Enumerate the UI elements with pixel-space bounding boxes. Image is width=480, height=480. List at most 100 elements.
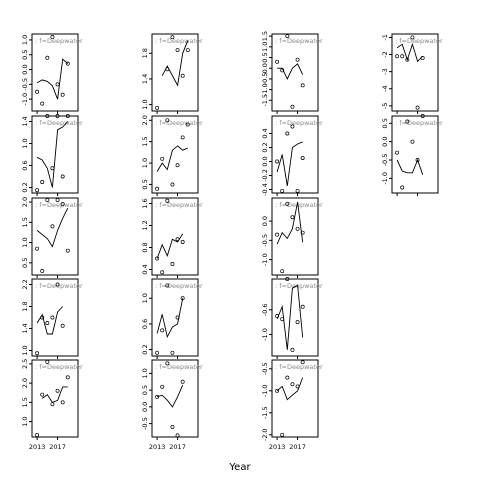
panel-strip-label: : f=Deepwater (155, 201, 203, 209)
y-tick-label: -0.6 (261, 303, 269, 316)
panel-strip-label: : f=Deepwater (155, 37, 203, 45)
data-point (180, 73, 185, 78)
data-point (280, 68, 285, 73)
y-tick-label: 0.5 (141, 385, 149, 395)
data-point (35, 89, 40, 94)
data-point (55, 198, 60, 202)
y-tick-label: -0.5 (141, 417, 149, 430)
panel-4-0: : f=Deepwater 2.5 2.0 1.5 1.0 2013 2017 (21, 359, 83, 451)
y-tick-label: 1.0 (141, 99, 149, 109)
data-point (65, 375, 70, 380)
y-tick-label: 1.0 (141, 293, 149, 303)
data-point (60, 174, 65, 179)
data-point (420, 114, 425, 118)
data-point (400, 185, 405, 190)
data-point (275, 314, 280, 318)
x-tick-label: 2013 (149, 443, 166, 451)
data-point (300, 230, 305, 235)
y-tick-label: -1.0 (21, 93, 29, 106)
data-point (165, 361, 170, 366)
data-point (170, 262, 175, 266)
y-tick-label: 0.4 (141, 264, 149, 274)
data-point (50, 224, 55, 229)
data-point (45, 198, 50, 202)
y-tick-label: 0.5 (261, 52, 269, 62)
data-point (170, 425, 175, 429)
data-point (410, 139, 415, 144)
y-tick-label: 2.0 (141, 115, 149, 125)
panel-strip-label: : f=Deepwater (35, 37, 83, 45)
data-point (185, 122, 190, 127)
panel-frame (151, 359, 199, 438)
panel-frame (151, 278, 199, 357)
data-point (400, 54, 405, 59)
panel-3-0: : f=Deepwater 2.2 1.8 1.4 1.0 (21, 278, 83, 359)
data-point (165, 198, 170, 203)
panel-frame (31, 359, 79, 438)
y-tick-label: -3 (381, 68, 389, 74)
y-tick-label: 0.5 (381, 118, 389, 128)
y-tick-label: -5 (381, 103, 389, 109)
data-point (180, 296, 185, 301)
data-point (410, 35, 415, 40)
data-point (180, 240, 185, 244)
data-point (300, 304, 305, 309)
data-point (35, 246, 40, 251)
y-tick-label: 2.2 (21, 279, 29, 289)
y-tick-label: 1.6 (141, 198, 149, 208)
y-tick-label: -0.5 (261, 73, 269, 86)
y-tick-label: 0.2 (261, 142, 269, 152)
panel-0-0: : f=Deepwater 1.0 0.5 0.0 -0.5 -1.0 (21, 33, 83, 114)
x-tick-label: 2017 (289, 443, 306, 451)
data-point (55, 282, 60, 287)
data-point (45, 359, 50, 364)
data-point (65, 248, 70, 253)
data-point (180, 135, 185, 140)
x-tick-label: 2013 (29, 443, 46, 451)
x-tick-label: 2017 (49, 443, 66, 451)
data-point (40, 392, 45, 397)
data-point (165, 67, 170, 72)
y-tick-label: 0.8 (141, 242, 149, 252)
data-point (405, 57, 410, 62)
data-point (295, 226, 300, 231)
y-tick-label: 0.2 (141, 344, 149, 354)
y-tick-label: -0.4 (261, 183, 269, 196)
data-point (295, 188, 300, 193)
y-tick-label: -0.2 (261, 169, 269, 182)
data-point (275, 59, 280, 64)
data-point (275, 388, 280, 393)
panel-2-0: : f=Deepwater 2.0 1.5 1.0 0.5 (21, 197, 83, 278)
data-point (175, 315, 180, 320)
data-point (60, 92, 65, 97)
data-point (155, 350, 160, 355)
y-tick-label: 2.5 (21, 359, 29, 369)
data-point (180, 379, 185, 384)
y-tick-label: 1.5 (141, 136, 149, 146)
y-tick-label: 1.8 (21, 301, 29, 311)
panel-1-0: : f=Deepwater 1.4 1.0 0.6 0.2 (21, 114, 83, 196)
panel-0-2: : f=Deepwater 1.51.00.50.0-0.5-1.0-1.5 (261, 31, 323, 114)
data-point (35, 351, 40, 356)
series-line (36, 121, 69, 188)
panel-frame (271, 197, 319, 276)
panel-strip-label: : f=Deepwater (275, 37, 323, 45)
data-point (280, 432, 285, 437)
data-point (50, 35, 55, 39)
x-axis-label: Year (228, 462, 251, 473)
data-point (285, 131, 290, 136)
series-line (276, 201, 304, 245)
data-point (60, 202, 65, 207)
series-line (276, 284, 304, 350)
data-point (60, 323, 65, 328)
data-point (290, 347, 295, 352)
data-point (65, 114, 70, 118)
panel-frame (271, 33, 319, 112)
panel-strip-label: : f=Deepwater (35, 363, 83, 371)
panel-strip-label: : f=Deepwater (275, 119, 323, 127)
data-point (35, 433, 40, 438)
data-point (290, 104, 295, 109)
y-tick-label: 1.4 (21, 116, 29, 126)
data-point (175, 163, 180, 168)
